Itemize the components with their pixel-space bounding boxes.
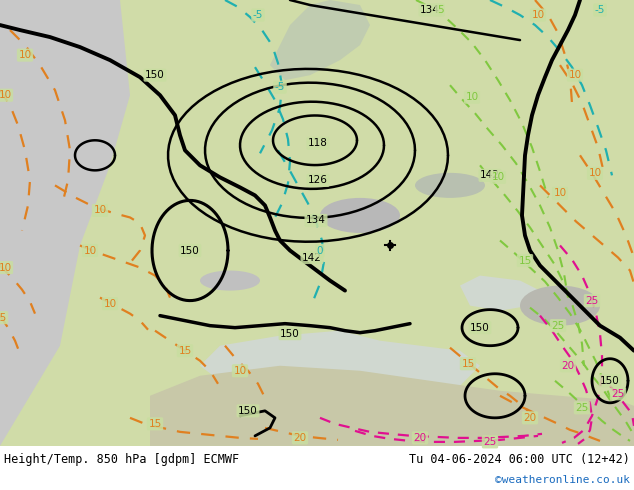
Text: 15: 15 bbox=[519, 255, 532, 266]
Text: Tu 04-06-2024 06:00 UTC (12+42): Tu 04-06-2024 06:00 UTC (12+42) bbox=[409, 453, 630, 466]
Text: 15: 15 bbox=[0, 313, 6, 322]
Text: 25: 25 bbox=[483, 437, 496, 447]
Text: 25: 25 bbox=[611, 389, 624, 399]
Text: 5: 5 bbox=[437, 5, 443, 15]
Text: 150: 150 bbox=[145, 70, 165, 80]
Text: 150: 150 bbox=[238, 406, 258, 416]
Text: 10: 10 bbox=[84, 245, 96, 255]
Ellipse shape bbox=[415, 173, 485, 198]
Text: 142: 142 bbox=[302, 252, 322, 263]
Text: 10: 10 bbox=[491, 172, 505, 182]
Text: 150: 150 bbox=[180, 245, 200, 255]
Text: 10: 10 bbox=[465, 92, 479, 102]
Text: 10: 10 bbox=[569, 70, 581, 80]
Text: 10: 10 bbox=[588, 169, 602, 178]
Text: 0: 0 bbox=[317, 245, 323, 255]
Text: 20: 20 bbox=[524, 413, 536, 423]
Ellipse shape bbox=[520, 286, 600, 326]
Polygon shape bbox=[150, 366, 634, 446]
Text: 10: 10 bbox=[0, 90, 11, 100]
Ellipse shape bbox=[320, 198, 400, 233]
Text: -5: -5 bbox=[275, 82, 285, 92]
Polygon shape bbox=[460, 275, 540, 311]
Polygon shape bbox=[270, 0, 370, 80]
Text: 20: 20 bbox=[294, 433, 307, 443]
Text: 10: 10 bbox=[0, 263, 11, 272]
Text: -5: -5 bbox=[253, 10, 263, 20]
Text: 25: 25 bbox=[576, 403, 588, 413]
Polygon shape bbox=[0, 0, 130, 446]
Text: 25: 25 bbox=[585, 295, 598, 306]
Text: 134: 134 bbox=[306, 216, 326, 225]
Text: 25: 25 bbox=[552, 320, 565, 331]
Text: 10: 10 bbox=[103, 298, 117, 309]
Text: -5: -5 bbox=[595, 5, 605, 15]
Text: 118: 118 bbox=[308, 138, 328, 148]
Text: 20: 20 bbox=[413, 433, 427, 443]
Text: 134: 134 bbox=[420, 5, 440, 15]
Text: 20: 20 bbox=[562, 361, 574, 371]
Text: 10: 10 bbox=[233, 366, 247, 376]
Text: 10: 10 bbox=[93, 205, 107, 216]
Text: 15: 15 bbox=[178, 346, 191, 356]
Ellipse shape bbox=[200, 270, 260, 291]
Polygon shape bbox=[200, 331, 480, 396]
Text: 150: 150 bbox=[600, 376, 620, 386]
Text: Height/Temp. 850 hPa [gdpm] ECMWF: Height/Temp. 850 hPa [gdpm] ECMWF bbox=[4, 453, 239, 466]
Text: 15: 15 bbox=[462, 359, 475, 369]
Text: 10: 10 bbox=[531, 10, 545, 20]
Text: 150: 150 bbox=[470, 322, 490, 333]
Text: 10: 10 bbox=[553, 188, 567, 198]
Text: ©weatheronline.co.uk: ©weatheronline.co.uk bbox=[495, 475, 630, 485]
Text: 142: 142 bbox=[480, 171, 500, 180]
Text: 15: 15 bbox=[148, 419, 162, 429]
Text: 126: 126 bbox=[308, 175, 328, 185]
Text: 150: 150 bbox=[280, 329, 300, 339]
Text: 10: 10 bbox=[18, 50, 32, 60]
